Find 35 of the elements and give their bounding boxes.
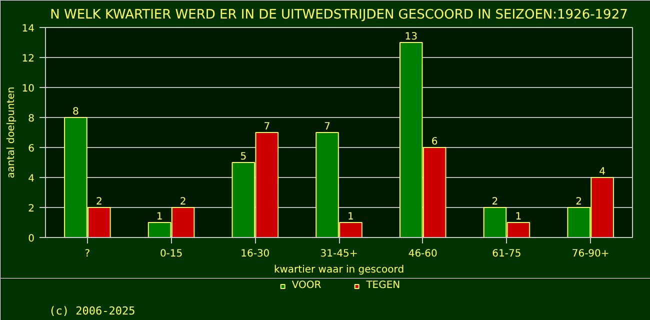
data-label: 8 <box>72 106 79 118</box>
y-axis-title: aantal doelpunten <box>6 86 17 178</box>
data-label: 2 <box>180 196 186 208</box>
y-tick-label: 12 <box>22 54 35 64</box>
data-label: 7 <box>264 122 270 132</box>
data-label: 1 <box>515 212 522 222</box>
y-tick-label: 2 <box>28 204 35 214</box>
y-tick-label: 14 <box>22 24 35 34</box>
x-tick-label: 0-15 <box>160 248 183 260</box>
x-tick-label: 76-90+ <box>572 248 610 260</box>
data-label: 6 <box>431 136 438 148</box>
y-tick-label: 8 <box>28 114 35 124</box>
data-label: 4 <box>599 166 606 178</box>
data-label: 2 <box>492 196 498 208</box>
data-label: 1 <box>348 212 354 222</box>
data-label: 2 <box>96 196 102 208</box>
chart-title: N WELK KWARTIER WERD ER IN DE UITWEDSTRIJDEN GESCOORD IN SEIZOEN:1926-1927 <box>50 8 628 22</box>
x-tick-label: 31-45+ <box>320 248 358 260</box>
x-axis-title: kwartier waar in gescoord <box>274 264 404 276</box>
y-tick-label: 0 <box>28 234 35 244</box>
x-tick-label: 16-30 <box>240 248 270 260</box>
y-tick-label: 4 <box>28 174 35 184</box>
legend-label: TEGEN <box>366 280 400 291</box>
data-label: 2 <box>576 196 582 208</box>
data-label: 7 <box>324 122 330 132</box>
data-label: 1 <box>156 212 163 222</box>
data-label: 5 <box>240 152 247 162</box>
data-label: 13 <box>404 32 418 42</box>
legend-label: VOOR <box>292 280 322 291</box>
x-tick-label: ? <box>84 248 90 260</box>
x-tick-label: 61-75 <box>492 248 522 260</box>
text: (c) 2006-2025 <box>49 304 136 318</box>
x-tick-label: 46-60 <box>408 248 438 260</box>
y-tick-label: 10 <box>22 84 35 94</box>
y-tick-label: 6 <box>28 144 35 154</box>
